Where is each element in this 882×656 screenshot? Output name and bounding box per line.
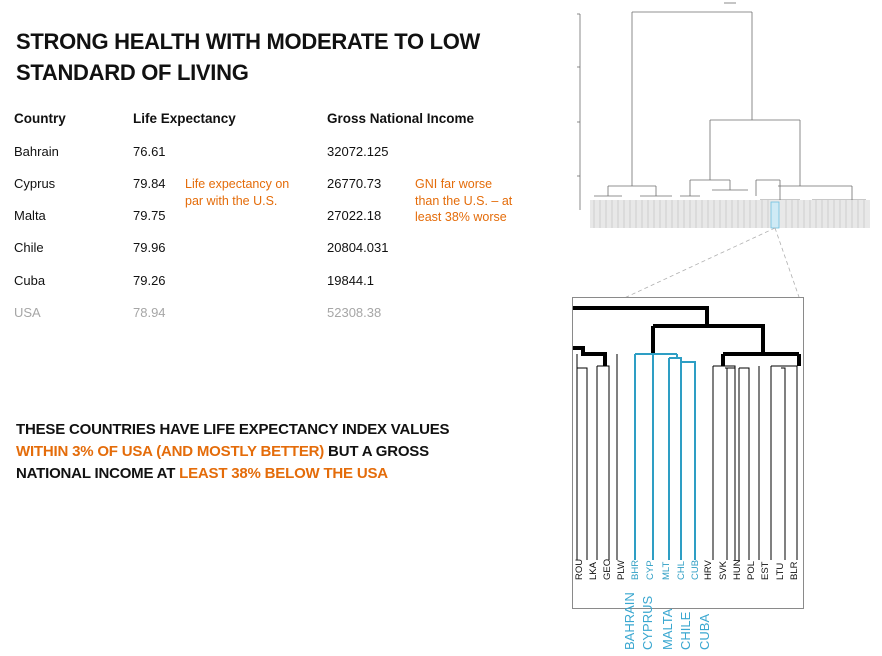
gni-note: GNI far worse than the U.S. – at least 3… [415,177,513,224]
summary-part-3: BUT A GROSS NATIONAL INCOME AT [16,443,429,482]
country-name-cyprus: CYPRUS [640,595,655,650]
summary-highlight-2: LEAST 38% BELOW THE USA [179,465,388,482]
header-gni: Gross National Income [327,111,475,126]
row-country-usa: USA [14,305,41,320]
leaf-label: BLR [789,561,800,580]
leaf-label: EST [760,561,771,580]
leaf-label: LTU [775,562,786,580]
summary-highlight-1: WITHIN 3% OF USA (AND MOSTLY BETTER) [16,443,325,460]
row-gni: 26770.73 [327,176,382,191]
row-life-usa: 78.94 [133,305,166,320]
leaf-label-highlighted: CYP [645,560,656,580]
leaf-label: SVK [718,560,729,580]
row-gni-usa: 52308.38 [327,305,382,320]
leaf-label: ROU [574,558,585,580]
country-name-chile: CHILE [678,611,693,650]
leaf-label-highlighted: CUB [690,559,701,580]
country-name-bahrain: BAHRAIN [622,592,637,650]
leaf-label: LKA [588,562,599,580]
row-country: Malta [14,208,46,223]
row-gni: 32072.125 [327,144,389,159]
row-gni: 19844.1 [327,273,374,288]
leaf-label-highlighted: MLT [661,561,672,580]
leaf-label-highlighted: BHR [630,559,641,580]
leaf-label-highlighted: CHL [676,560,687,580]
zoomed-dendrogram: ROU LKA GEO PLW BHR CYP MLT CHL CUB HRV … [572,297,804,609]
highlight-marker [770,201,780,229]
summary-text: THESE COUNTRIES HAVE LIFE EXPECTANCY IND… [16,419,486,485]
row-life: 76.61 [133,144,166,159]
row-country: Cuba [14,273,46,288]
row-gni: 27022.18 [327,208,382,223]
row-life: 79.96 [133,240,166,255]
row-life: 79.84 [133,176,166,191]
leaf-label: HRV [703,560,714,580]
leaf-label: GEO [602,558,613,580]
page-title: STRONG HEALTH WITH MODERATE TO LOW STAND… [16,29,480,85]
leaf-label: POL [746,560,757,580]
row-country: Cyprus [14,176,56,191]
leaf-label: HUN [732,559,743,580]
row-life: 79.75 [133,208,166,223]
country-name-cuba: CUBA [697,613,712,650]
header-country: Country [14,111,66,126]
row-country: Bahrain [14,144,59,159]
row-country: Chile [14,240,44,255]
leaf-label: PLW [616,560,627,580]
life-expectancy-note: Life expectancy on par with the U.S. [185,177,290,208]
summary-part-1: THESE COUNTRIES HAVE LIFE EXPECTANCY IND… [16,421,450,438]
country-name-malta: MALTA [660,608,675,650]
row-life: 79.26 [133,273,166,288]
row-gni: 20804.031 [327,240,389,255]
header-life-expectancy: Life Expectancy [133,111,236,126]
